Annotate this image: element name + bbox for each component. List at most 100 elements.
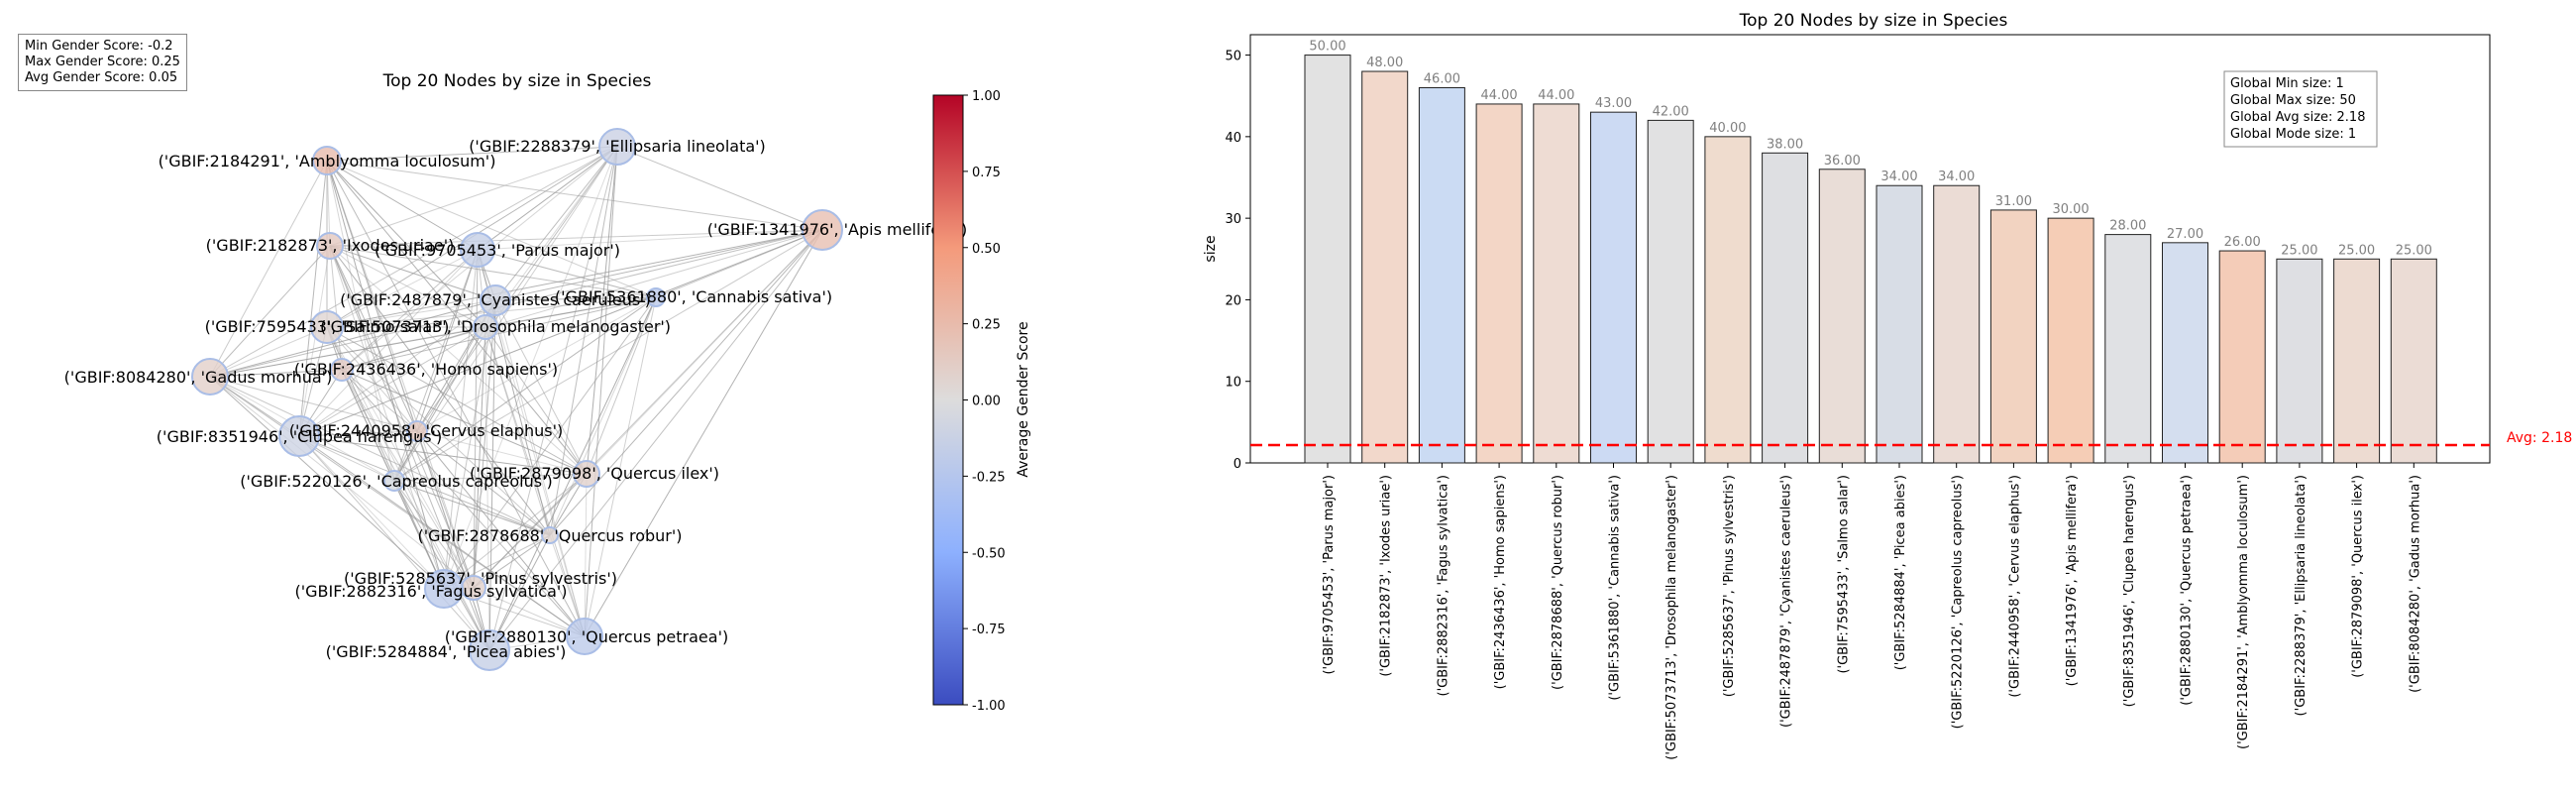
global-mode-size-text: Global Mode size: 1: [2230, 127, 2356, 142]
network-node: [330, 358, 354, 382]
bar-x-tick-label: ('GBIF:5361880', 'Cannabis sativa'): [1608, 475, 1623, 701]
network-node: [310, 310, 344, 344]
bar: [2047, 217, 2094, 464]
global-stats-legend-box: [2223, 70, 2378, 148]
network-edge: [484, 326, 586, 637]
global-max-size-text: Global Max size: 50: [2230, 93, 2356, 108]
bar-value-label: 36.00: [1824, 154, 1861, 169]
bar: [1304, 55, 1351, 464]
colorbar-tick-label: 1.00: [972, 89, 1001, 104]
network-edge: [329, 245, 343, 371]
bar-value-label: 31.00: [1995, 194, 2032, 209]
bar-x-tick-label: ('GBIF:5284884', 'Picea abies'): [1893, 475, 1908, 670]
colorbar-tick-label: -0.25: [972, 470, 1006, 485]
network-edge: [209, 376, 445, 590]
network-edge: [341, 369, 588, 475]
network-edge: [416, 430, 588, 475]
network-edge: [473, 473, 588, 589]
network-edge: [209, 376, 475, 589]
bar: [1361, 70, 1409, 464]
network-edge: [393, 480, 551, 536]
bar-y-ticks: 0 10 20 30 40 50: [1225, 50, 1250, 472]
colorbar-tick-label: 0.25: [972, 318, 1001, 333]
network-edge: [473, 587, 586, 637]
network-nodes: [191, 128, 843, 671]
network-node-label: ('GBIF:2880130', 'Quercus petraea'): [445, 627, 728, 646]
network-edge: [326, 160, 586, 637]
network-edge: [209, 299, 496, 378]
colorbar-gradient: [932, 94, 964, 706]
global-avg-size-text: Global Avg size: 2.18: [2230, 110, 2365, 125]
network-node-label: ('GBIF:8351946', 'Clupea harengus'): [157, 427, 442, 446]
network-panel: Top 20 Nodes by size in Species ('GBIF:2…: [64, 71, 967, 671]
network-node-label: ('GBIF:2184291', 'Amblyomma loculosum'): [159, 152, 496, 170]
network-edge: [416, 430, 586, 637]
network-edge: [298, 435, 588, 475]
bar-y-tick-label: 10: [1225, 376, 1241, 391]
network-edge: [616, 146, 823, 231]
network-edge: [298, 229, 823, 437]
bar-value-label: 28.00: [2109, 219, 2146, 234]
network-node-label: ('GBIF:2436436', 'Homo sapiens'): [294, 360, 558, 379]
network-node: [541, 526, 559, 544]
network-edge: [393, 229, 823, 482]
bar-value-label: 48.00: [1366, 56, 1403, 70]
bar-chart-frame: [1249, 34, 2491, 464]
bar-x-tick-label: ('GBIF:8084280', 'Gadus morhua'): [2408, 475, 2422, 693]
network-edge: [341, 369, 418, 432]
bar-x-tick-label: ('GBIF:9705453', 'Parus major'): [1322, 475, 1337, 675]
bar-y-tick-label: 40: [1225, 131, 1241, 146]
network-edge: [584, 296, 657, 637]
bar-x-tick-label: ('GBIF:2288379', 'Ellipsaria lineolata'): [2294, 475, 2308, 716]
network-edge: [584, 229, 823, 637]
network-edge: [298, 160, 328, 437]
network-edge: [341, 369, 586, 637]
network-edge: [298, 326, 486, 437]
network-edge: [393, 473, 588, 482]
network-edge: [488, 299, 496, 651]
bar-x-tick-label: ('GBIF:2436436', 'Homo sapiens'): [1493, 475, 1508, 689]
network-edge: [393, 326, 486, 482]
bar-x-tick-label: ('GBIF:5220126', 'Capreolus capreolus'): [1951, 475, 1966, 729]
network-edge: [484, 326, 490, 651]
network-title: Top 20 Nodes by size in Species: [382, 71, 652, 91]
bar-x-tick-label: ('GBIF:2880130', 'Quercus petraea'): [2180, 475, 2195, 706]
bar-value-label: 43.00: [1595, 96, 1632, 111]
network-edge: [326, 249, 479, 328]
network-edge: [209, 229, 823, 378]
bar-value-label: 42.00: [1653, 104, 1689, 119]
network-edge: [209, 146, 618, 378]
network-edge: [209, 160, 328, 378]
network-node-label: ('GBIF:5285637', 'Pinus sylvestris'): [344, 569, 617, 588]
network-node-label: ('GBIF:2878688', 'Quercus robur'): [417, 526, 682, 545]
network-node-label: ('GBIF:5220126', 'Capreolus capreolus'): [240, 472, 553, 491]
network-edge: [416, 430, 551, 536]
colorbar-tick-label: -0.50: [972, 546, 1006, 561]
network-edge: [326, 160, 657, 298]
gender-score-stats-box: Min Gender Score: -0.2 Max Gender Score:…: [18, 34, 187, 91]
network-edge: [494, 229, 823, 301]
bar: [2390, 258, 2437, 464]
bar-x-tick-label: ('GBIF:2182873', 'Ixodes uriae'): [1379, 475, 1394, 677]
bar: [1533, 103, 1580, 464]
network-edge: [329, 245, 496, 301]
network-node: [473, 314, 498, 340]
network-node: [460, 232, 495, 268]
network-edge: [209, 296, 657, 378]
colorbar-tick-label: 0.50: [972, 242, 1001, 257]
network-node-label: ('GBIF:5284884', 'Picea abies'): [326, 642, 567, 661]
network-edge: [329, 245, 479, 251]
network-node-label: ('GBIF:5361880', 'Cannabis sativa'): [555, 287, 832, 306]
network-edge: [209, 376, 418, 432]
network-edge: [494, 296, 657, 301]
network-node: [278, 415, 320, 457]
network-edge: [416, 430, 475, 589]
network-edge: [326, 326, 588, 475]
network-edge: [329, 229, 823, 247]
avg-gender-score-text: Avg Gender Score: 0.05: [25, 70, 178, 85]
bar-x-tick-label: ('GBIF:2878688', 'Quercus robur'): [1551, 475, 1565, 690]
bar-value-label: 38.00: [1767, 137, 1803, 152]
network-edge: [298, 435, 551, 536]
network-edge: [326, 160, 445, 590]
network-node-label: ('GBIF:2182873', 'Ixodes uriae'): [206, 236, 455, 255]
